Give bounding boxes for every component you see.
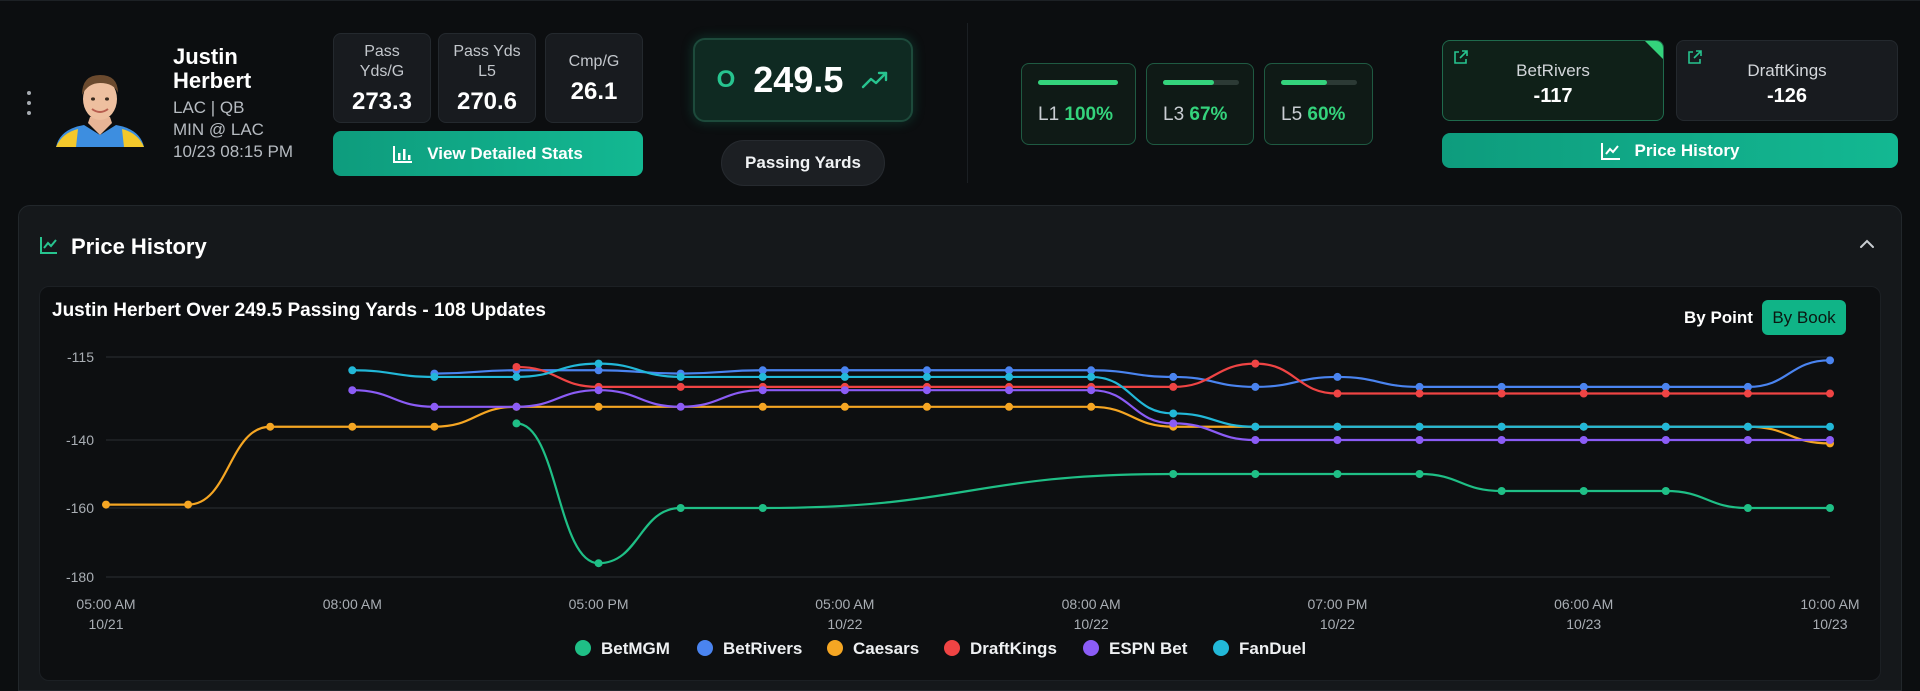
best-odds-corner-icon (1645, 41, 1663, 59)
player-avatar (48, 63, 152, 147)
stat-label: Pass Yds/G (359, 43, 405, 80)
hit-rate-fill (1163, 80, 1214, 85)
hit-rate-l3: L3 67% (1146, 63, 1254, 145)
hit-rate-bar (1163, 80, 1239, 85)
book-odds: -126 (1766, 85, 1808, 107)
hit-rate-bar (1038, 80, 1118, 85)
price-history-button-label: Price History (1634, 140, 1740, 160)
hit-rate-l5: L5 60% (1264, 63, 1373, 145)
hit-rate-value: 100% (1064, 104, 1114, 125)
hit-rate-label: L3 (1163, 104, 1185, 125)
player-last-name: Herbert (173, 68, 252, 93)
price-history-panel: Price History (18, 205, 1902, 691)
hit-rate-fill (1281, 80, 1327, 85)
stat-value: 273.3 (351, 88, 413, 115)
line-value: 249.5 (753, 59, 844, 100)
hit-rate-text: L5 60% (1281, 104, 1345, 126)
hit-rate-label: L1 (1038, 104, 1060, 125)
book-name: DraftKings (1747, 61, 1827, 80)
by-book-label: By Book (1772, 307, 1836, 327)
market-pill[interactable]: Passing Yards (721, 140, 885, 186)
line-chart-icon (1600, 142, 1620, 160)
hit-rate-l1: L1 100% (1021, 63, 1136, 145)
stat-label: Cmp/G (568, 53, 620, 70)
hit-rate-label: L5 (1281, 104, 1303, 125)
player-name: Justin Herbert (173, 45, 293, 93)
by-book-toggle[interactable]: By Book (1762, 300, 1846, 335)
trending-up-icon (862, 71, 888, 89)
hit-rate-fill (1038, 80, 1118, 85)
panel-title: Price History (71, 234, 207, 259)
line-chart-icon (40, 237, 57, 254)
hit-rate-text: L1 100% (1038, 104, 1113, 126)
book-name: BetRivers (1516, 61, 1590, 80)
hit-rate-value: 60% (1307, 104, 1346, 125)
stat-label: Pass Yds L5 (453, 43, 521, 80)
stat-pass-yds-per-game: Pass Yds/G 273.3 (333, 33, 431, 123)
external-link-icon (1688, 50, 1702, 64)
external-link-icon (1454, 50, 1468, 64)
player-first-name: Justin (173, 44, 238, 69)
chart-title: Justin Herbert Over 249.5 Passing Yards … (52, 300, 546, 321)
view-detailed-stats-button[interactable]: View Detailed Stats (333, 131, 643, 176)
team-position: LAC | QB (173, 98, 245, 117)
stat-cmp-per-game: Cmp/G 26.1 (545, 33, 643, 123)
book-odds: -117 (1533, 85, 1573, 107)
chart-card (39, 286, 1881, 681)
prop-header: Justin Herbert LAC | QB MIN @ LAC 10/23 … (0, 0, 1920, 200)
market-label: Passing Yards (745, 153, 861, 172)
more-options-icon[interactable] (22, 91, 36, 115)
prop-line-box: O 249.5 (693, 38, 913, 122)
book-card-betrivers[interactable]: BetRivers -117 (1442, 40, 1664, 121)
player-meta: LAC | QB MIN @ LAC 10/23 08:15 PM (173, 97, 293, 163)
stat-pass-yds-l5: Pass Yds L5 270.6 (438, 33, 536, 123)
line-side: O (716, 66, 736, 93)
stat-value: 26.1 (570, 78, 618, 105)
stat-value: 270.6 (456, 88, 518, 115)
hit-rate-bar (1281, 80, 1357, 85)
price-history-button[interactable]: Price History (1442, 133, 1898, 168)
book-card-draftkings[interactable]: DraftKings -126 (1676, 40, 1898, 121)
bar-chart-icon (393, 145, 413, 163)
hit-rate-value: 67% (1189, 104, 1228, 125)
chevron-up-icon[interactable] (1859, 238, 1875, 250)
matchup: MIN @ LAC (173, 120, 264, 139)
by-point-toggle[interactable]: By Point (1684, 308, 1753, 327)
game-datetime: 10/23 08:15 PM (173, 142, 294, 161)
hit-rate-text: L3 67% (1163, 104, 1227, 126)
view-detailed-stats-label: View Detailed Stats (427, 143, 583, 163)
header-divider (967, 23, 968, 183)
